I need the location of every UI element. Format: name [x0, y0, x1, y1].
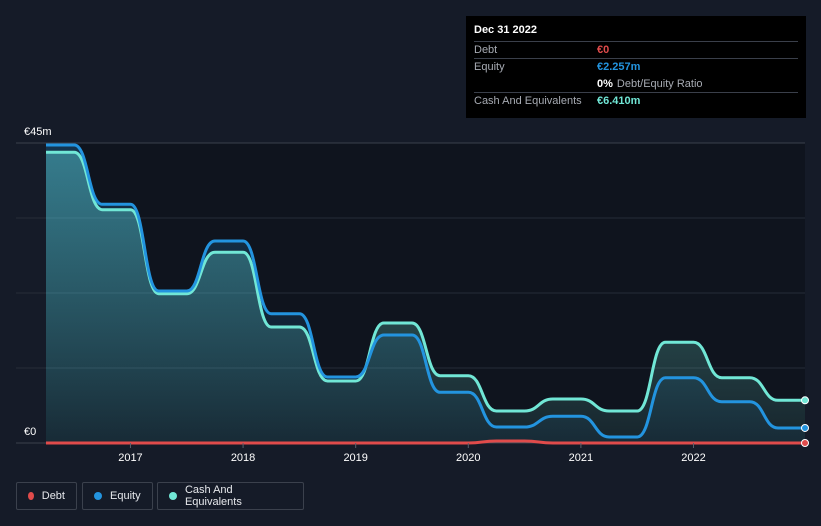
cash-line: [46, 150, 805, 413]
legend-cash-label: Cash And Equivalents: [184, 484, 242, 508]
tooltip-row-debt: Debt €0: [474, 41, 798, 58]
x-tick-label: 2018: [231, 452, 255, 464]
x-tick-label: 2021: [569, 452, 593, 464]
cash-dot-icon: [169, 492, 177, 500]
y-tick-label-zero: €0: [24, 426, 36, 438]
x-axis-ticks: 2017 2018 2019 2020 2021 2022: [118, 443, 706, 464]
tooltip-row-equity: Equity €2.257m: [474, 58, 798, 75]
tooltip-ratio-label: Debt/Equity Ratio: [616, 77, 703, 90]
tooltip-equity-label: Equity: [474, 61, 505, 73]
legend-equity[interactable]: Equity: [82, 482, 153, 510]
legend-debt[interactable]: Debt: [16, 482, 77, 510]
x-tick-label: 2020: [456, 452, 480, 464]
legend-debt-label: Debt: [41, 490, 65, 502]
equity-area: [46, 145, 805, 443]
tooltip-debt-label: Debt: [474, 44, 498, 56]
tooltip-equity-value: €2.257m: [597, 61, 641, 73]
tooltip-row-ratio: 0% Debt/Equity Ratio: [474, 75, 798, 92]
equity-line: [46, 143, 805, 439]
tooltip-cash-value: €6.410m: [597, 95, 641, 107]
tooltip-debt-value: €0: [597, 44, 610, 56]
cash-endpoint: [801, 396, 809, 405]
tooltip-ratio-value: 0%: [597, 77, 613, 90]
equity-endpoint: [801, 423, 809, 432]
debt-endpoint: [801, 439, 809, 447]
tooltip-row-cash: Cash And Equivalents €6.410m: [474, 92, 798, 109]
x-tick-label: 2019: [343, 452, 367, 464]
x-tick-label: 2022: [681, 452, 705, 464]
y-tick-label-max: €45m: [24, 126, 52, 138]
tooltip-cash-label: Cash And Equivalents: [474, 95, 582, 107]
tooltip-date: Dec 31 2022: [474, 24, 537, 36]
legend-cash[interactable]: Cash And Equivalents: [157, 482, 304, 510]
debt-dot-icon: [28, 492, 34, 500]
chart-tooltip: Dec 31 2022 Debt €0 Equity €2.257m 0% De…: [466, 16, 806, 118]
x-tick-label: 2017: [118, 452, 142, 464]
equity-dot-icon: [94, 492, 102, 500]
legend-equity-label: Equity: [110, 490, 141, 502]
